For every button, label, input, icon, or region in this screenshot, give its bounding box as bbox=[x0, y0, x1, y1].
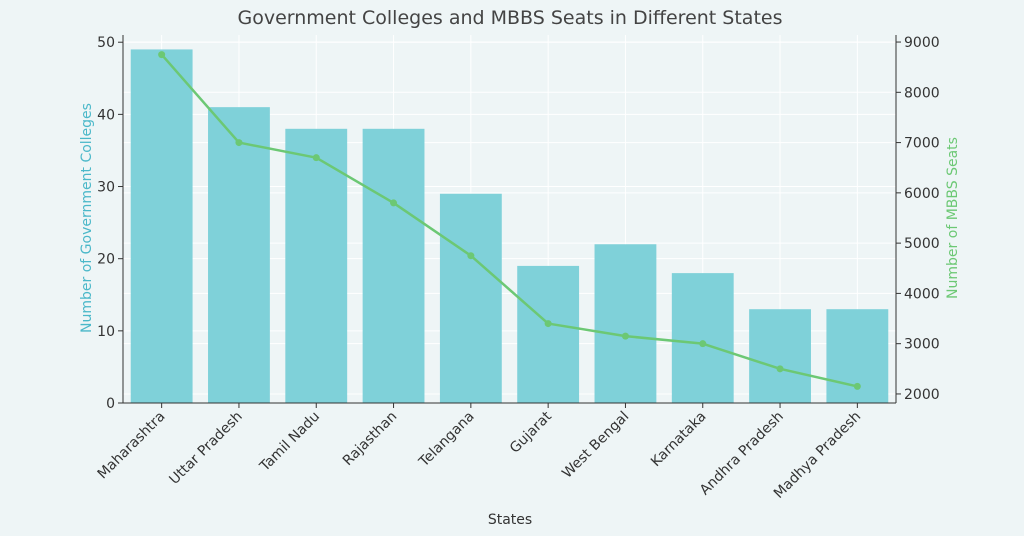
seats-polyline bbox=[160, 53, 858, 388]
y-tick-label: 0 bbox=[106, 396, 115, 412]
bar bbox=[594, 244, 657, 403]
x-tick-label: Madhya Pradesh bbox=[771, 409, 864, 502]
x-tick-label: West Bengal bbox=[559, 409, 632, 482]
bar bbox=[130, 49, 193, 404]
bar bbox=[671, 273, 734, 403]
y2-tick-label: 4000 bbox=[904, 286, 940, 302]
seats-line bbox=[158, 51, 861, 390]
chart-title: Government Colleges and MBBS Seats in Di… bbox=[237, 7, 782, 29]
seats-point bbox=[776, 365, 784, 373]
x-tick-label: Andhra Pradesh bbox=[697, 409, 787, 499]
seats-point bbox=[853, 382, 861, 390]
bars bbox=[130, 49, 889, 404]
y2-tick-label: 5000 bbox=[904, 236, 940, 252]
x-tick-label: Telangana bbox=[415, 409, 477, 471]
y2-tick-label: 8000 bbox=[904, 85, 940, 101]
y2-tick-label: 2000 bbox=[904, 387, 940, 403]
x-tick-label: Uttar Pradesh bbox=[166, 409, 245, 488]
bar bbox=[439, 193, 502, 403]
y-tick-label: 40 bbox=[97, 107, 115, 123]
y-tick-label: 20 bbox=[97, 252, 115, 268]
x-tick-label: Rajasthan bbox=[340, 409, 401, 470]
y-axis-label: Number of Government Colleges bbox=[79, 103, 95, 333]
x-tick-label: Karnataka bbox=[648, 409, 710, 471]
seats-point bbox=[699, 340, 707, 348]
seats-point bbox=[390, 199, 398, 207]
seats-point bbox=[235, 139, 243, 147]
y-tick-label: 30 bbox=[97, 180, 115, 196]
y-tick-label: 50 bbox=[97, 35, 115, 51]
bar bbox=[517, 265, 580, 403]
bar bbox=[285, 128, 348, 403]
x-axis-label: States bbox=[488, 512, 532, 528]
y2-tick-label: 3000 bbox=[904, 337, 940, 353]
seats-point bbox=[621, 332, 629, 340]
y-tick-label: 10 bbox=[97, 324, 115, 340]
seats-point bbox=[312, 154, 320, 162]
bar bbox=[362, 128, 425, 403]
bar bbox=[208, 107, 270, 403]
seats-point bbox=[467, 252, 475, 260]
bar bbox=[749, 309, 811, 403]
y2-axis-label: Number of MBBS Seats bbox=[945, 137, 961, 299]
y2-tick-label: 6000 bbox=[904, 186, 940, 202]
x-tick-label: Maharashtra bbox=[95, 409, 169, 483]
seats-point bbox=[544, 320, 552, 328]
seats-point bbox=[158, 51, 166, 59]
y2-tick-label: 7000 bbox=[904, 136, 940, 152]
x-tick-label: Tamil Nadu bbox=[256, 409, 323, 476]
y2-tick-label: 9000 bbox=[904, 35, 940, 51]
x-tick-label: Gujarat bbox=[507, 408, 555, 456]
